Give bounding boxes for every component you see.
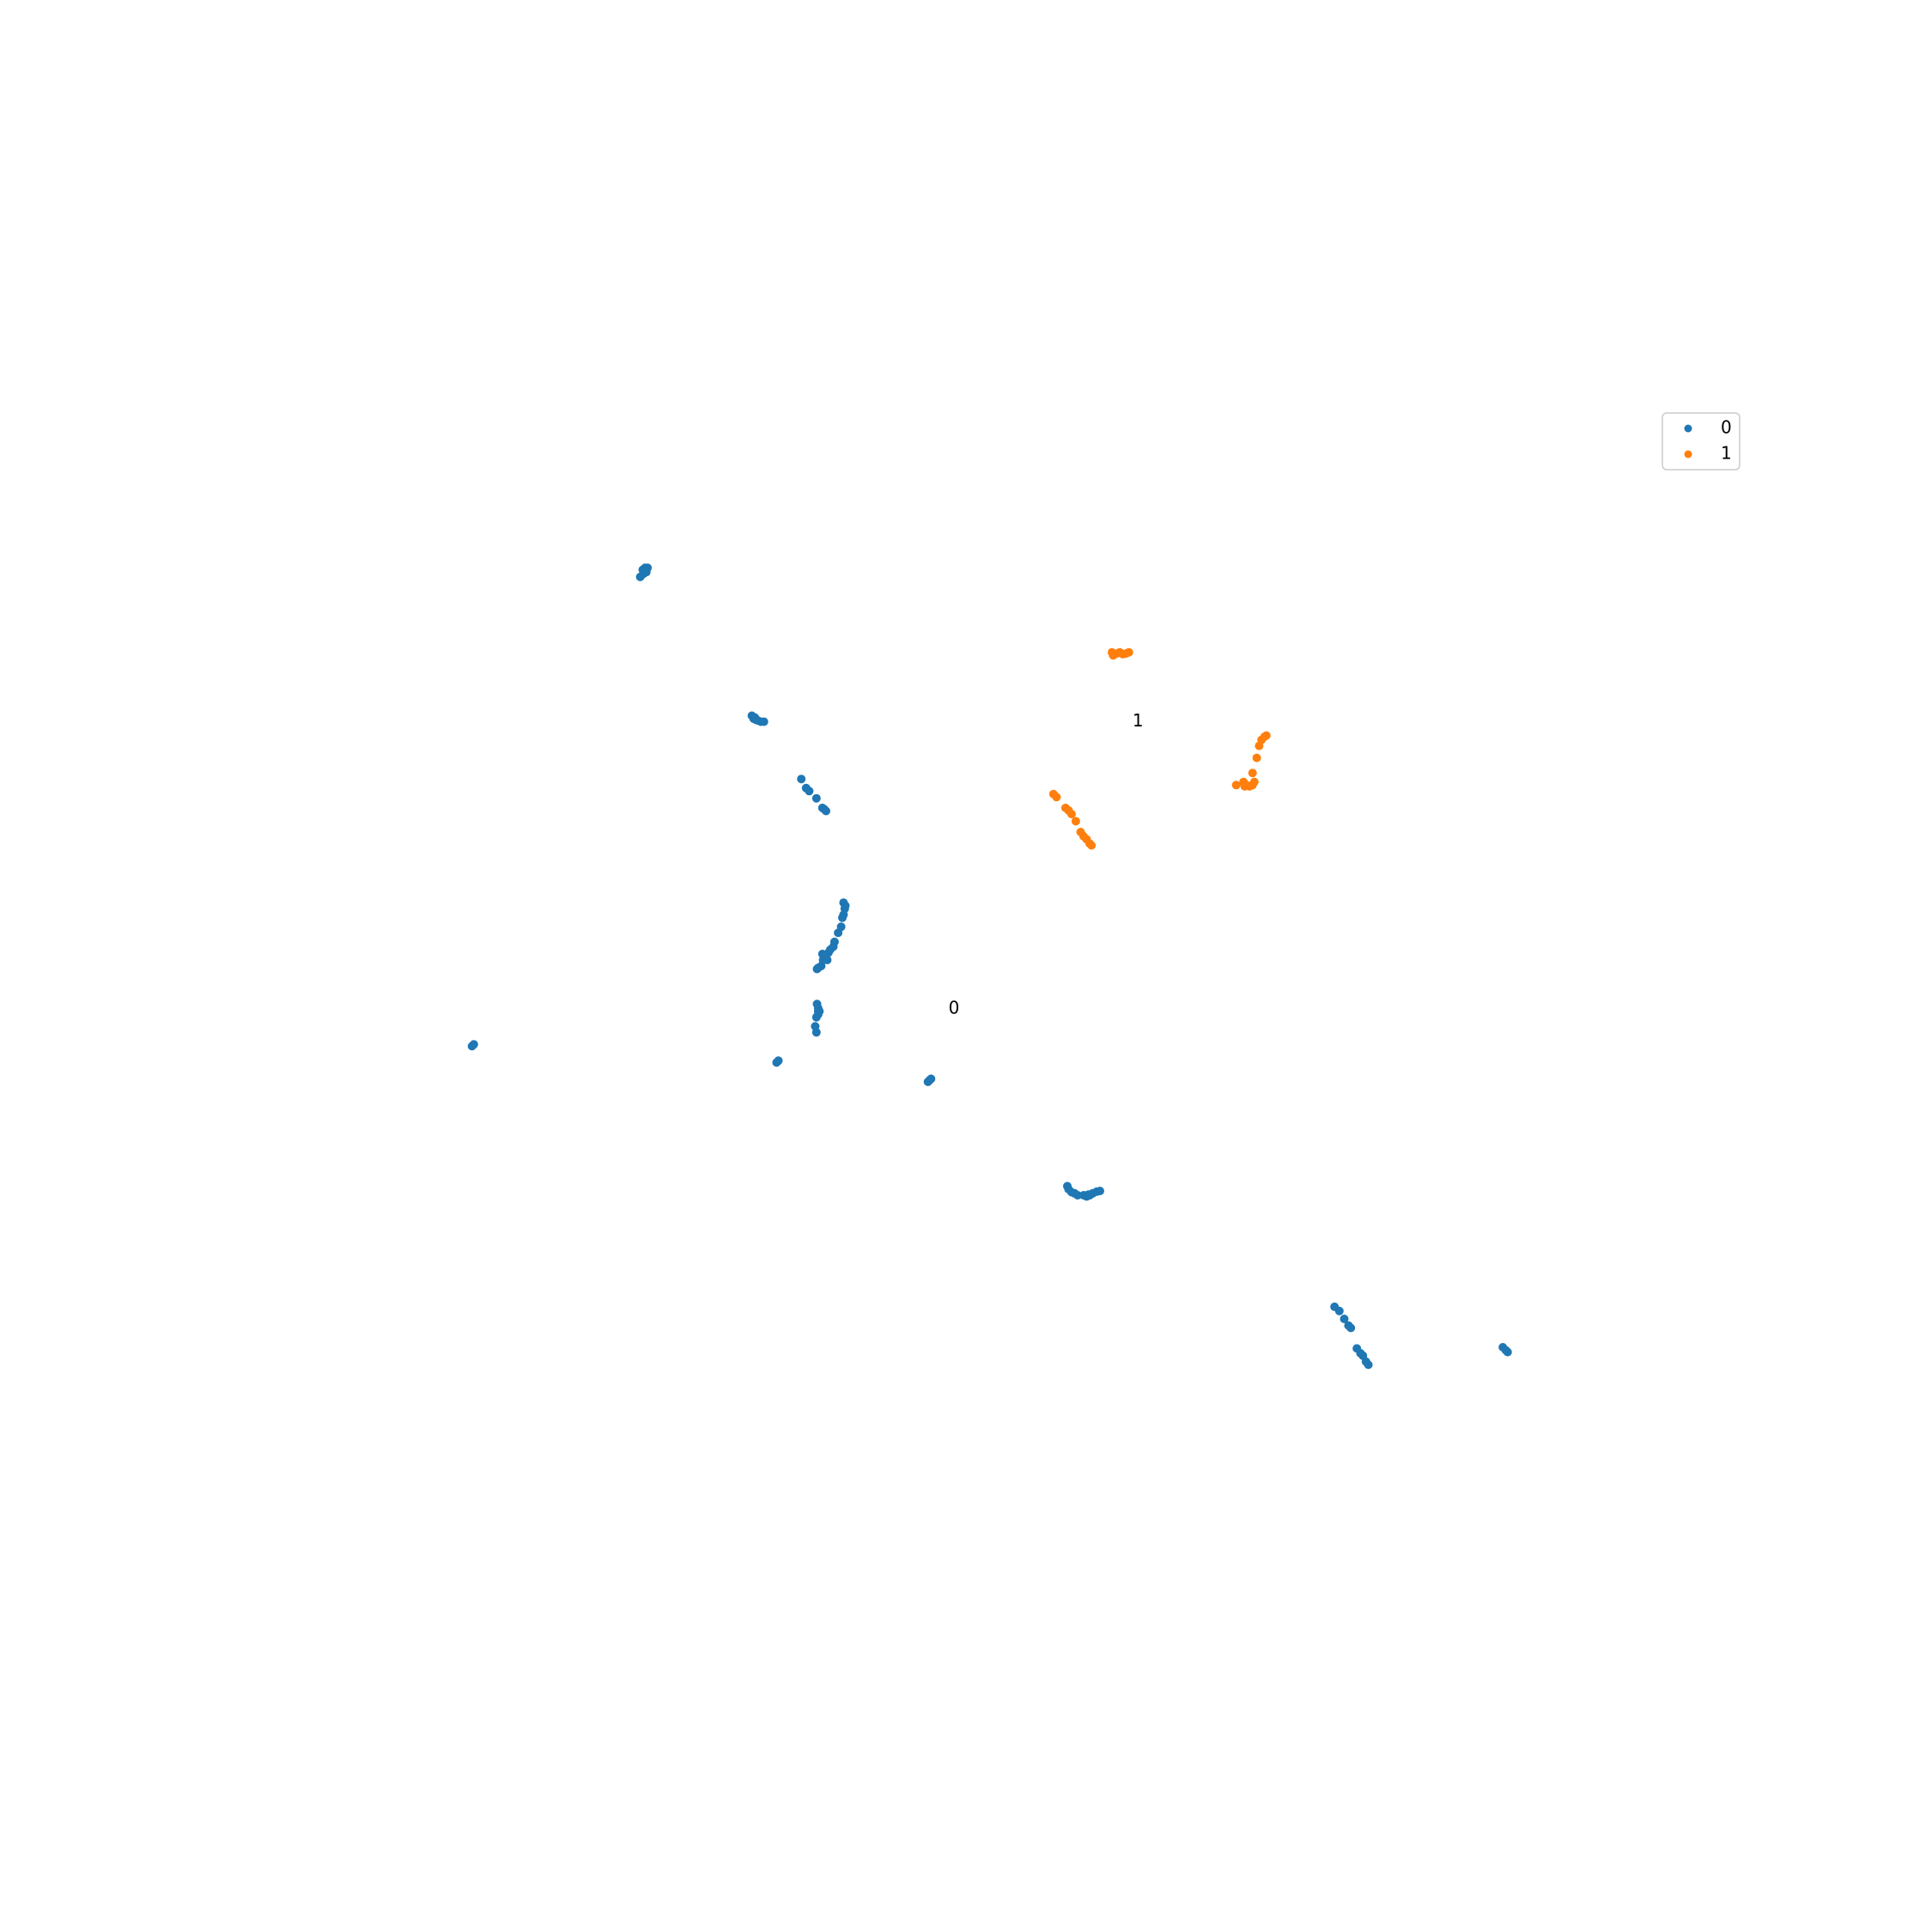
series-0-point-12 — [759, 717, 769, 726]
series-0-point-58 — [1073, 1191, 1082, 1200]
series-0-point-53 — [927, 1074, 936, 1084]
legend-item-1: 1 — [1684, 443, 1732, 464]
series-1-point-30 — [1261, 731, 1271, 740]
legend-marker-0 — [1684, 424, 1692, 433]
series-0-point-45 — [811, 1028, 821, 1037]
series-1-point-19 — [1231, 781, 1241, 790]
series-0-point-27 — [834, 928, 843, 938]
series-0-point-36 — [812, 964, 822, 974]
series-0 — [467, 563, 1512, 1370]
series-1-point-31 — [1240, 781, 1249, 791]
series-1-point-26 — [1252, 753, 1261, 762]
series-1-point-7 — [1109, 649, 1119, 659]
series-0-point-50 — [774, 1056, 783, 1066]
series-0-point-67 — [1334, 1306, 1344, 1315]
legend-label-1: 1 — [1721, 443, 1732, 464]
legend-marker-1 — [1684, 450, 1692, 459]
series-1-point-9 — [1052, 793, 1061, 802]
series-0-point-20 — [822, 806, 830, 816]
series-0-point-16 — [805, 787, 814, 796]
cluster-annotations: 01 — [949, 710, 1144, 1018]
series-0-point-65 — [1084, 1190, 1093, 1200]
series-1-point-18 — [1087, 841, 1097, 850]
series-0-point-78 — [1503, 1347, 1512, 1357]
series-1-point-25 — [1248, 769, 1257, 778]
points-layer — [467, 563, 1512, 1370]
series-0-point-38 — [817, 950, 827, 958]
series-1-point-6 — [1124, 647, 1133, 657]
series-1 — [1048, 647, 1271, 850]
series-0-point-64 — [1096, 1187, 1104, 1195]
series-1-point-24 — [1249, 777, 1259, 787]
series-0-point-48 — [469, 1040, 478, 1049]
series-0-point-68 — [1340, 1315, 1349, 1323]
series-0-point-75 — [1364, 1360, 1373, 1370]
series-0-point-25 — [838, 913, 847, 922]
legend-item-0: 0 — [1684, 417, 1732, 438]
series-1-point-12 — [1066, 810, 1076, 818]
series-0-point-37 — [823, 956, 832, 964]
series-0-point-17 — [811, 793, 821, 803]
cluster-label-1: 1 — [1133, 710, 1144, 731]
series-0-point-6 — [640, 566, 649, 575]
legend-frame — [1662, 412, 1741, 471]
series-0-point-14 — [797, 775, 806, 784]
series-0-point-46 — [813, 1006, 823, 1016]
cluster-label-0: 0 — [949, 997, 960, 1018]
legend-label-0: 0 — [1721, 417, 1732, 438]
legend: 01 — [1662, 412, 1741, 471]
series-1-point-13 — [1071, 817, 1080, 826]
series-0-point-13 — [750, 713, 760, 722]
series-0-point-70 — [1346, 1323, 1356, 1333]
